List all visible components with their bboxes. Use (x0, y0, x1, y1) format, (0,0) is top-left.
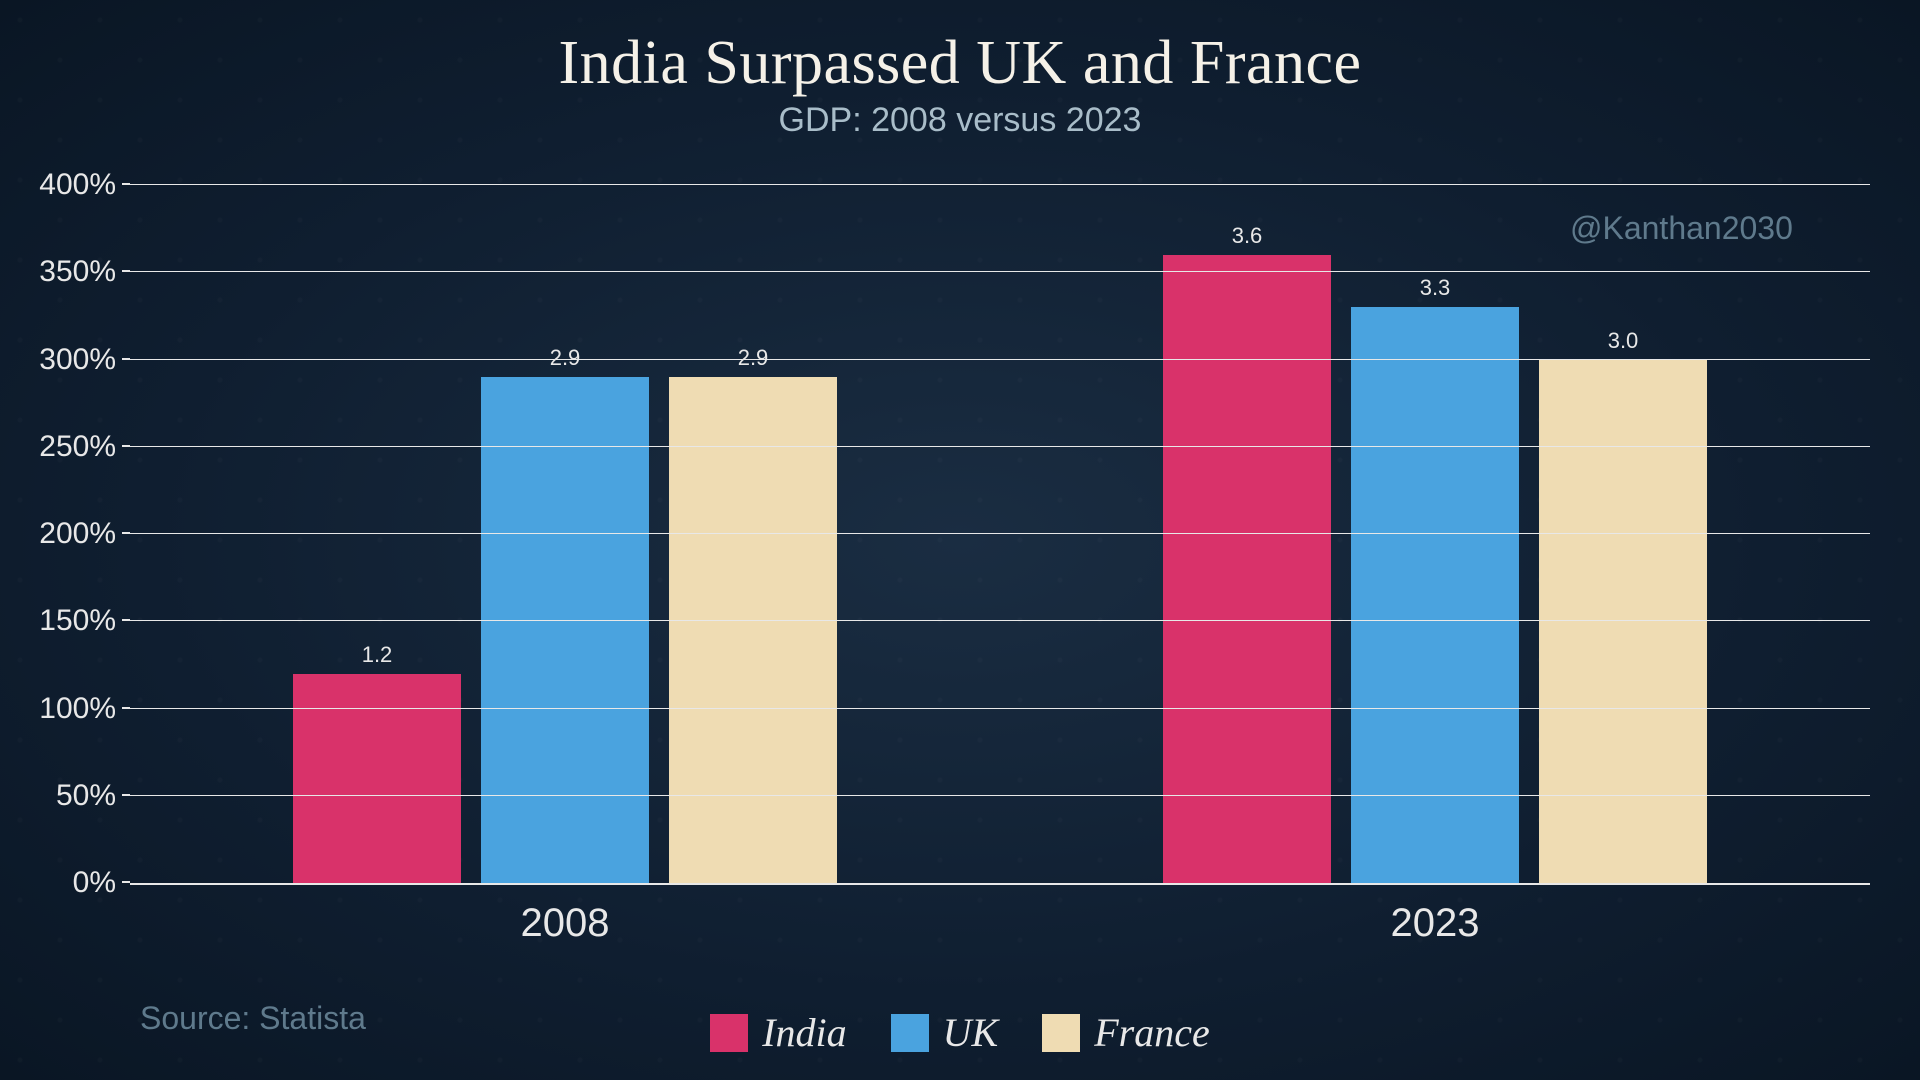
y-tickmark (122, 358, 130, 360)
y-tick-label: 200% (39, 517, 116, 551)
bar-france-2008: 2.9 (669, 377, 837, 883)
y-tickmark (122, 794, 130, 796)
y-tickmark (122, 445, 130, 447)
bar-value-label: 3.3 (1420, 275, 1451, 301)
y-tick-label: 50% (56, 779, 116, 813)
legend-label: India (762, 1009, 846, 1056)
chart-title: India Surpassed UK and France (0, 28, 1920, 99)
gridline (130, 533, 1870, 534)
bar-india-2023: 3.6 (1163, 255, 1331, 883)
legend-item-france: France (1042, 1009, 1210, 1056)
gridline (130, 620, 1870, 621)
legend-item-india: India (710, 1009, 846, 1056)
bars-layer: 1.22.92.93.63.33.0 (130, 185, 1870, 883)
gridline (130, 359, 1870, 360)
bar-uk-2023: 3.3 (1351, 307, 1519, 883)
y-tickmark (122, 183, 130, 185)
gridline (130, 446, 1870, 447)
legend-swatch (891, 1014, 929, 1052)
legend-label: France (1094, 1009, 1210, 1056)
y-tickmark (122, 619, 130, 621)
bar-value-label: 1.2 (362, 642, 393, 668)
y-tick-label: 400% (39, 168, 116, 202)
y-tickmark (122, 707, 130, 709)
bar-value-label: 3.0 (1608, 328, 1639, 354)
legend: India UK France (0, 1009, 1920, 1056)
y-tickmark (122, 881, 130, 883)
legend-swatch (1042, 1014, 1080, 1052)
bar-uk-2008: 2.9 (481, 377, 649, 883)
y-tick-label: 250% (39, 430, 116, 464)
legend-swatch (710, 1014, 748, 1052)
bar-france-2023: 3.0 (1539, 360, 1707, 884)
y-tick-label: 150% (39, 604, 116, 638)
chart-subtitle: GDP: 2008 versus 2023 (0, 101, 1920, 140)
y-tick-label: 100% (39, 692, 116, 726)
gridline (130, 271, 1870, 272)
x-category-label: 2008 (521, 901, 610, 946)
bar-india-2008: 1.2 (293, 674, 461, 883)
bar-value-label: 3.6 (1232, 223, 1263, 249)
x-category-label: 2023 (1391, 901, 1480, 946)
plot-area: 1.22.92.93.63.33.0 0%50%100%150%200%250%… (130, 185, 1870, 885)
gdp-bar-chart: 1.22.92.93.63.33.0 0%50%100%150%200%250%… (130, 185, 1870, 885)
legend-item-uk: UK (891, 1009, 999, 1056)
gridline (130, 795, 1870, 796)
y-tick-label: 0% (73, 866, 116, 900)
gridline (130, 708, 1870, 709)
y-tick-label: 300% (39, 343, 116, 377)
gridline (130, 184, 1870, 185)
y-tick-label: 350% (39, 255, 116, 289)
y-tickmark (122, 532, 130, 534)
legend-label: UK (943, 1009, 999, 1056)
y-tickmark (122, 270, 130, 272)
